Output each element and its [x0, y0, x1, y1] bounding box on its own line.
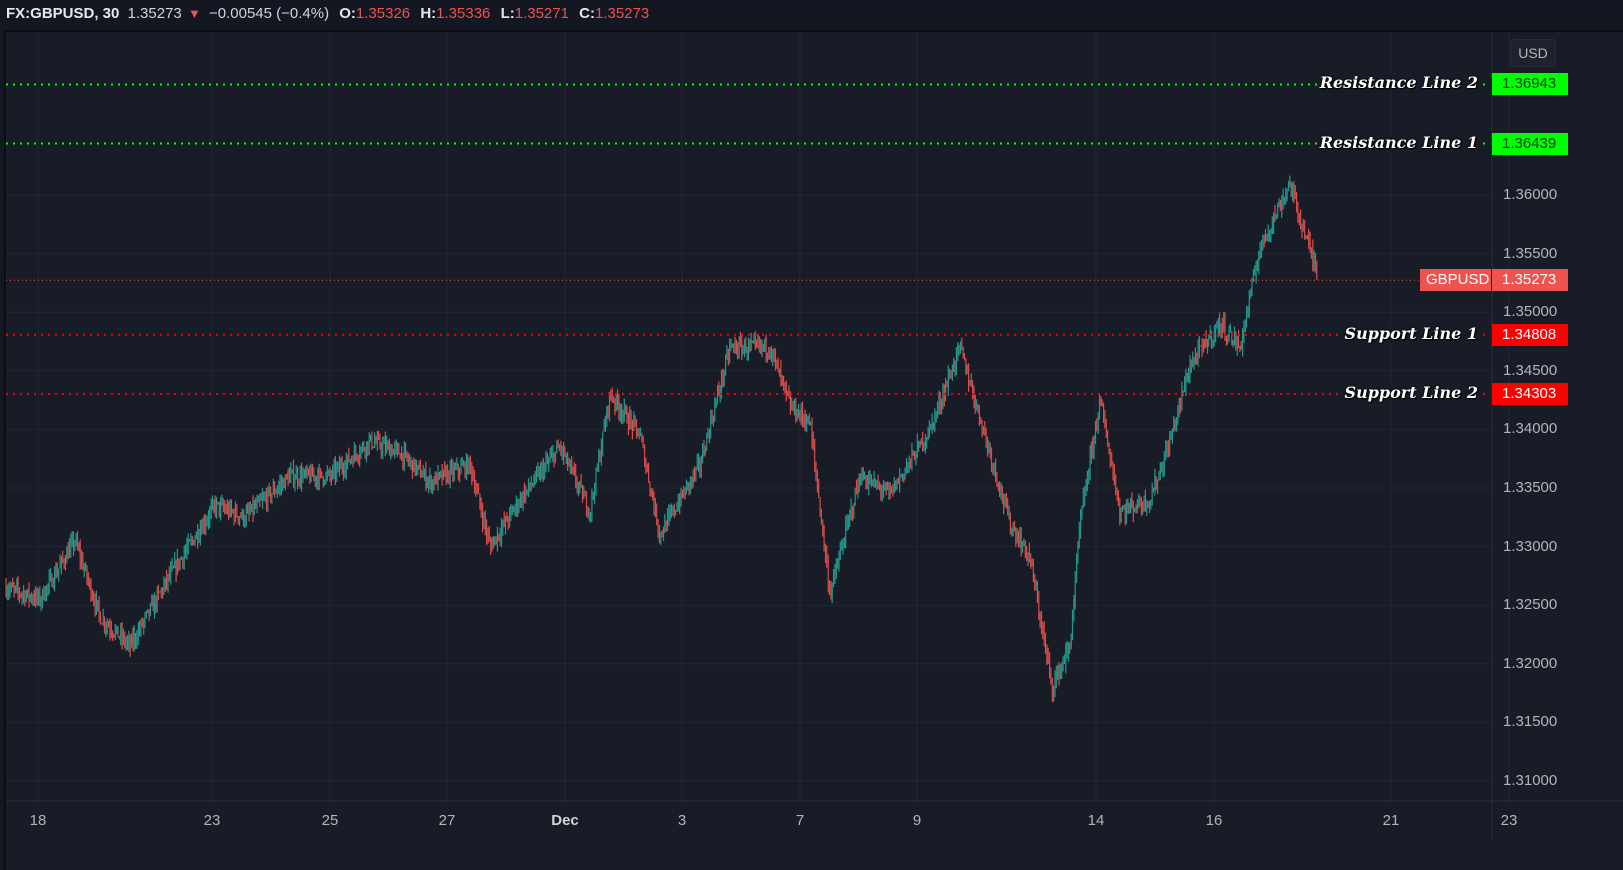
last-price-tag: 1.35273: [1492, 269, 1568, 292]
low-label: L:: [500, 5, 515, 22]
price-axis-tick: 1.32500: [1503, 596, 1558, 614]
price-axis-tick: 1.33500: [1503, 479, 1558, 496]
time-axis-tick: Dec: [551, 812, 579, 829]
last-price: 1.35273: [127, 5, 182, 22]
currency-button[interactable]: USD: [1510, 39, 1556, 67]
time-axis-tick: 27: [438, 812, 456, 829]
time-axis-tick: 18: [29, 812, 47, 829]
price-axis-tick: 1.32000: [1503, 654, 1558, 672]
high-label: H:: [420, 5, 437, 22]
last-price-symbol-tag: GBPUSD: [1420, 269, 1491, 292]
time-axis-tick: 9: [912, 812, 922, 829]
price-axis-tick: 1.31500: [1503, 713, 1558, 731]
price-axis-tick: 1.34000: [1503, 420, 1558, 438]
open-value: 1.35326: [355, 5, 411, 22]
price-axis-tick: 1.33000: [1503, 537, 1558, 555]
symbol-title[interactable]: FX:GBPUSD, 30: [6, 5, 120, 22]
price-change: −0.00545 (−0.4%): [208, 5, 330, 22]
support-line-label: Support Line 2: [1342, 382, 1480, 402]
price-axis-tick: 1.34500: [1503, 361, 1558, 379]
price-axis-tick: 1.35000: [1503, 303, 1558, 321]
chart-header: FX:GBPUSD, 30 1.35273 ▼ −0.00545 (−0.4%)…: [0, 0, 1623, 28]
low-value: 1.35271: [514, 5, 569, 22]
price-axis-tick: 1.31000: [1503, 772, 1558, 789]
resistance-line-label: Resistance Line 1: [1317, 132, 1480, 152]
time-axis-tick: 3: [677, 812, 687, 829]
close-label: C:: [579, 5, 595, 22]
time-axis-tick: 23: [1500, 812, 1518, 829]
support-price-tag: 1.34808: [1492, 323, 1568, 346]
resistance-line-label: Resistance Line 2: [1317, 73, 1480, 93]
time-axis-tick: 16: [1205, 812, 1223, 829]
high-value: 1.35336: [436, 5, 491, 22]
close-value: 1.35273: [594, 5, 650, 22]
resistance-price-tag: 1.36943: [1492, 73, 1568, 96]
time-axis-tick: 14: [1087, 812, 1105, 829]
triangle-down-icon: ▼: [187, 6, 201, 21]
price-axis-tick: 1.35500: [1503, 244, 1558, 262]
price-axis-tick: 1.36000: [1503, 186, 1558, 203]
time-axis-tick: 21: [1382, 812, 1400, 829]
resistance-price-tag: 1.36439: [1492, 132, 1568, 155]
support-price-tag: 1.34303: [1492, 382, 1568, 405]
open-label: O:: [339, 5, 356, 22]
time-axis-tick: 7: [795, 812, 805, 829]
time-axis-tick: 25: [321, 812, 339, 829]
support-line-label: Support Line 1: [1342, 323, 1480, 343]
time-axis-tick: 23: [203, 812, 221, 829]
